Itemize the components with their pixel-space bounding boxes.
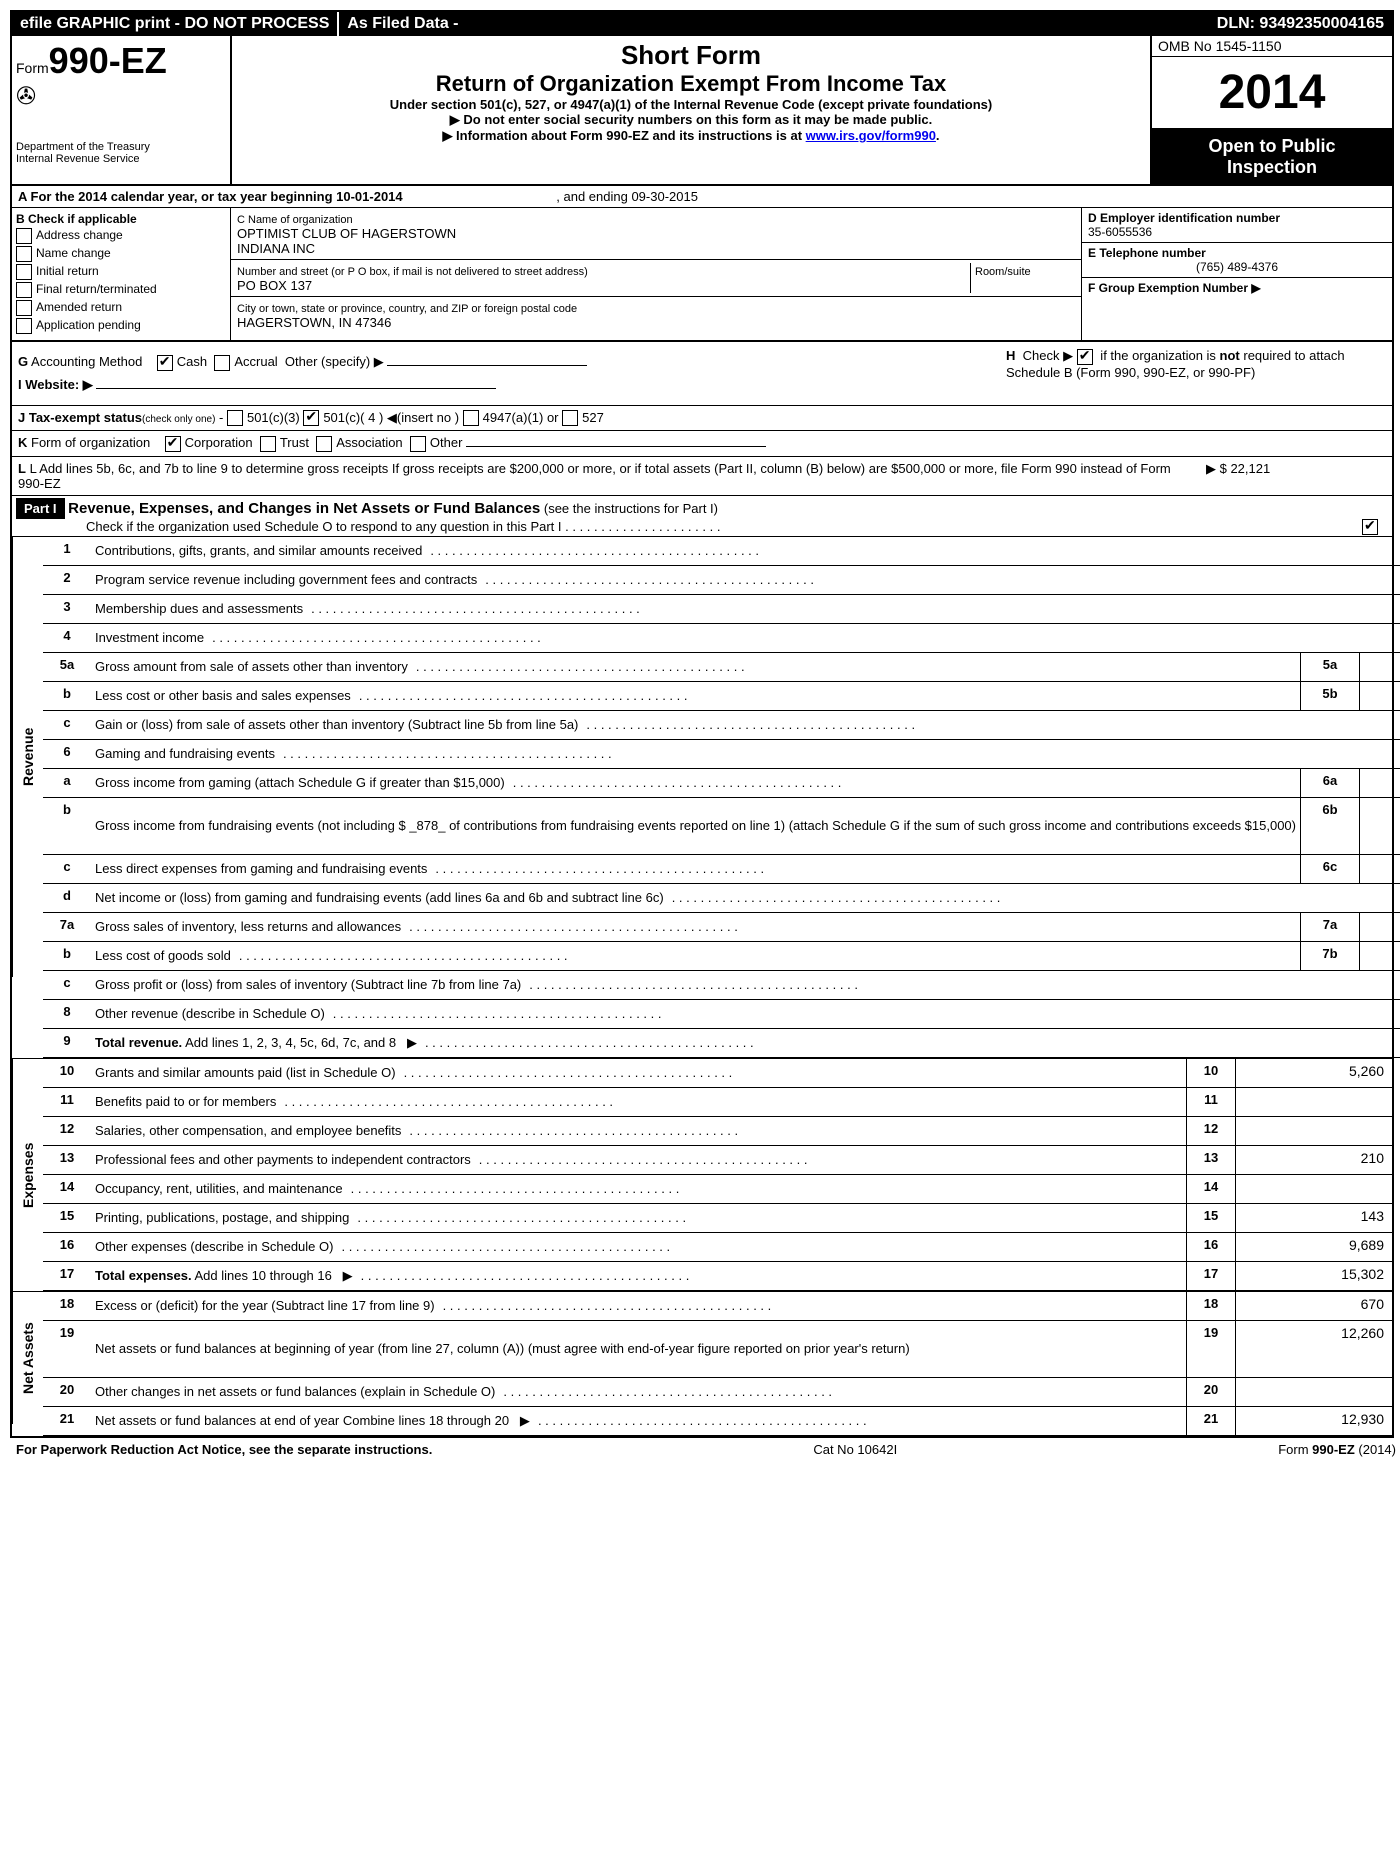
- line-i: I Website: ▶: [18, 377, 994, 393]
- top-bar: efile GRAPHIC print - DO NOT PROCESS As …: [12, 12, 1392, 36]
- table-row: 7aGross sales of inventory, less returns…: [43, 913, 1400, 942]
- table-row: 20Other changes in net assets or fund ba…: [43, 1378, 1392, 1407]
- expenses-label: Expenses: [12, 1059, 43, 1291]
- section-bcdef: B Check if applicable Address change Nam…: [12, 208, 1392, 342]
- check-amended: Amended return: [16, 300, 226, 316]
- table-row: 9Total revenue. Add lines 1, 2, 3, 4, 5c…: [43, 1029, 1400, 1058]
- check-final: Final return/terminated: [16, 282, 226, 298]
- irs-link[interactable]: www.irs.gov/form990: [806, 128, 936, 143]
- form-prefix: Form: [16, 60, 49, 76]
- table-row: 13Professional fees and other payments t…: [43, 1146, 1392, 1175]
- table-row: 19Net assets or fund balances at beginni…: [43, 1321, 1392, 1378]
- phone-value: (765) 489-4376: [1088, 260, 1386, 274]
- tax-year: 2014: [1152, 57, 1392, 130]
- table-row: 18Excess or (deficit) for the year (Subt…: [43, 1292, 1392, 1321]
- check-pending: Application pending: [16, 318, 226, 334]
- footer-paperwork: For Paperwork Reduction Act Notice, see …: [16, 1442, 432, 1457]
- table-row: 21Net assets or fund balances at end of …: [43, 1407, 1392, 1436]
- asfiled-label: As Filed Data -: [337, 12, 466, 36]
- netassets-section: Net Assets 18Excess or (deficit) for the…: [12, 1291, 1392, 1436]
- footer: For Paperwork Reduction Act Notice, see …: [10, 1438, 1400, 1461]
- table-row: 3Membership dues and assessments32,408: [43, 595, 1400, 624]
- box-c: C Name of organization OPTIMIST CLUB OF …: [231, 208, 1082, 340]
- footer-formno: Form 990-EZ (2014): [1278, 1442, 1396, 1457]
- org-street: PO BOX 137: [237, 278, 312, 293]
- section-ghi: G Accounting Method Cash Accrual Other (…: [12, 342, 1392, 406]
- table-row: 14Occupancy, rent, utilities, and mainte…: [43, 1175, 1392, 1204]
- line-j: J Tax-exempt status(check only one) - 50…: [12, 406, 1392, 432]
- table-row: 4Investment income47: [43, 624, 1400, 653]
- dln-label: DLN: 93492350004165: [1209, 12, 1392, 36]
- inspection-box: Open to Public Inspection: [1152, 130, 1392, 184]
- ein-value: 35-6055536: [1088, 225, 1152, 239]
- header-center: Short Form Return of Organization Exempt…: [232, 36, 1150, 184]
- short-form-title: Short Form: [240, 40, 1142, 71]
- table-row: dNet income or (loss) from gaming and fu…: [43, 884, 1400, 913]
- line-a: A For the 2014 calendar year, or tax yea…: [12, 186, 1392, 208]
- table-row: cGross profit or (loss) from sales of in…: [43, 971, 1400, 1000]
- box-b: B Check if applicable Address change Nam…: [12, 208, 231, 340]
- table-row: 12Salaries, other compensation, and empl…: [43, 1117, 1392, 1146]
- header-left: Form990-EZ ✇ Department of the Treasury …: [12, 36, 232, 184]
- form-number: 990-EZ: [49, 40, 167, 81]
- revenue-label: Revenue: [12, 537, 43, 977]
- org-name-1: OPTIMIST CLUB OF HAGERSTOWN: [237, 226, 456, 241]
- table-row: 1Contributions, gifts, grants, and simil…: [43, 537, 1400, 566]
- table-row: bGross income from fundraising events (n…: [43, 798, 1400, 855]
- line-k: K Form of organization Corporation Trust…: [12, 431, 1392, 457]
- ssn-warning: ▶ Do not enter social security numbers o…: [240, 112, 1142, 128]
- return-title: Return of Organization Exempt From Incom…: [240, 71, 1142, 97]
- org-city: HAGERSTOWN, IN 47346: [237, 315, 391, 330]
- table-row: 5aGross amount from sale of assets other…: [43, 653, 1400, 682]
- expenses-section: Expenses 10Grants and similar amounts pa…: [12, 1058, 1392, 1291]
- table-row: 8Other revenue (describe in Schedule O)8: [43, 1000, 1400, 1029]
- under-section: Under section 501(c), 527, or 4947(a)(1)…: [240, 97, 1142, 112]
- part1-header: Part I Revenue, Expenses, and Changes in…: [12, 496, 1392, 537]
- table-row: cLess direct expenses from gaming and fu…: [43, 855, 1400, 884]
- check-name: Name change: [16, 246, 226, 262]
- line-g: G Accounting Method Cash Accrual Other (…: [18, 354, 994, 371]
- check-initial: Initial return: [16, 264, 226, 280]
- table-row: 10Grants and similar amounts paid (list …: [43, 1059, 1392, 1088]
- omb-number: OMB No 1545-1150: [1152, 36, 1392, 57]
- line-h: H Check ▶ if the organization is not req…: [1000, 342, 1392, 405]
- table-row: 6Gaming and fundraising events: [43, 740, 1400, 769]
- table-row: 11Benefits paid to or for members11: [43, 1088, 1392, 1117]
- table-row: aGross income from gaming (attach Schedu…: [43, 769, 1400, 798]
- table-row: 15Printing, publications, postage, and s…: [43, 1204, 1392, 1233]
- org-name-2: INDIANA INC: [237, 241, 315, 256]
- revenue-section: Revenue 1Contributions, gifts, grants, a…: [12, 537, 1392, 1058]
- table-row: cGain or (loss) from sale of assets othe…: [43, 711, 1400, 740]
- line-l: L L Add lines 5b, 6c, and 7b to line 9 t…: [12, 457, 1392, 496]
- header-right: OMB No 1545-1150 2014 Open to Public Ins…: [1150, 36, 1392, 184]
- footer-catno: Cat No 10642I: [432, 1442, 1278, 1457]
- table-row: 17Total expenses. Add lines 10 through 1…: [43, 1262, 1392, 1291]
- info-link-line: ▶ Information about Form 990-EZ and its …: [240, 128, 1142, 144]
- box-def: D Employer identification number 35-6055…: [1082, 208, 1392, 340]
- table-row: bLess cost or other basis and sales expe…: [43, 682, 1400, 711]
- dept-treasury: Department of the Treasury: [16, 141, 226, 153]
- dept-irs: Internal Revenue Service: [16, 153, 226, 165]
- check-address: Address change: [16, 228, 226, 244]
- header-row: Form990-EZ ✇ Department of the Treasury …: [12, 36, 1392, 186]
- form-990ez: efile GRAPHIC print - DO NOT PROCESS As …: [10, 10, 1394, 1438]
- table-row: bLess cost of goods sold7b: [43, 942, 1400, 971]
- table-row: 2Program service revenue including gover…: [43, 566, 1400, 595]
- efile-label: efile GRAPHIC print - DO NOT PROCESS: [12, 12, 337, 36]
- table-row: 16Other expenses (describe in Schedule O…: [43, 1233, 1392, 1262]
- netassets-label: Net Assets: [12, 1292, 43, 1424]
